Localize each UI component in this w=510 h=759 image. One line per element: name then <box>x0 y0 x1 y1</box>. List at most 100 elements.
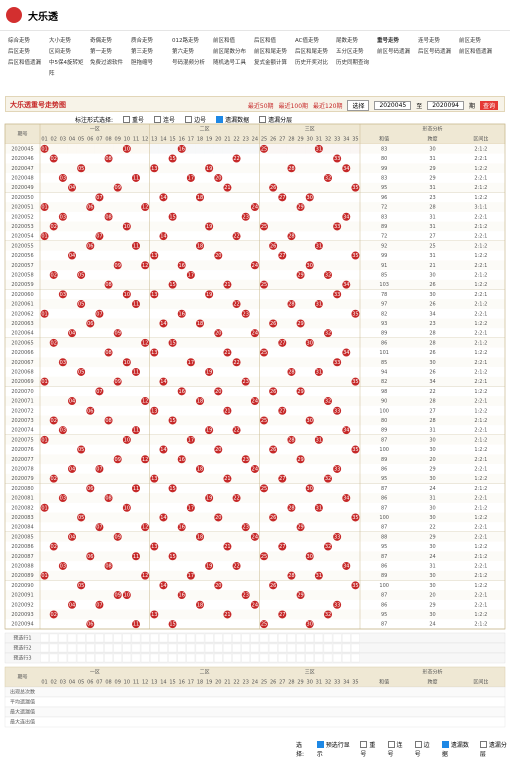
ball <box>278 251 287 260</box>
preselect-cell <box>104 653 113 663</box>
analysis-cell: 29 <box>429 466 435 472</box>
ball <box>196 241 204 250</box>
nav-link[interactable]: 历史开奖对比 <box>295 60 329 66</box>
ball-number: 33 <box>334 602 340 608</box>
option[interactable]: 遗漏分层 <box>479 740 510 758</box>
ball-number: 16 <box>179 311 185 317</box>
checkbox[interactable] <box>216 116 224 123</box>
bottom-options: 选择: 预选行显示 重号 连号 边号 遗漏数据 遗漏分层 <box>296 740 510 758</box>
analysis-cell: 87 <box>381 505 387 511</box>
option[interactable]: 重号 <box>360 740 379 758</box>
checkbox[interactable] <box>185 116 193 123</box>
analysis-cell: 1:2:2 <box>474 476 487 482</box>
option[interactable]: 预选行显示 <box>316 740 353 758</box>
range-link[interactable]: 最近50期 <box>247 103 274 110</box>
option[interactable]: 边号 <box>414 740 434 758</box>
nav-link[interactable]: 后区号码遗漏 <box>418 49 452 55</box>
option[interactable]: 遗漏数据 <box>441 740 472 758</box>
ball-number: 28 <box>288 369 294 375</box>
option[interactable]: 遗漏分层 <box>259 115 292 124</box>
row-bg <box>5 580 505 591</box>
ball-number: 06 <box>87 321 93 327</box>
checkbox[interactable] <box>360 741 368 748</box>
nav-link[interactable]: 五分区走势 <box>336 49 364 55</box>
nav-link[interactable]: 奇偶走势 <box>90 38 113 44</box>
number-header: 05 <box>78 137 84 143</box>
ball-number: 22 <box>233 428 239 434</box>
nav-link[interactable]: 后区走势 <box>8 49 31 55</box>
preselect-cell <box>131 653 141 663</box>
nav-link[interactable]: 连号走势 <box>418 38 441 44</box>
ball <box>40 435 49 444</box>
analysis-cell: 87 <box>381 622 387 628</box>
preselect-cell <box>67 633 77 643</box>
select-box[interactable]: 选择 <box>347 100 370 111</box>
option-label: 边号 <box>414 742 430 758</box>
nav-link[interactable]: 第一走势 <box>90 49 113 55</box>
preselect-cell <box>323 633 333 643</box>
nav-link[interactable]: 历史同期查询 <box>336 60 370 66</box>
nav-link[interactable]: 免费过滤软件 <box>90 60 124 66</box>
nav-link[interactable]: 前区和值 <box>213 38 236 44</box>
period: 2020091 <box>11 593 33 599</box>
nav-link[interactable]: 尾数走势 <box>336 38 359 44</box>
ball <box>214 445 223 454</box>
ball <box>113 183 122 192</box>
checkbox[interactable] <box>154 116 162 123</box>
option[interactable]: 遗漏数据 <box>216 115 249 124</box>
number-header: 01 <box>41 137 47 143</box>
to-input[interactable]: 2020094 <box>427 101 464 110</box>
nav-link[interactable]: 中5保4旋转矩阵 <box>49 60 84 77</box>
nav-link[interactable]: 复式金额计算 <box>254 60 288 66</box>
ball-number: 29 <box>297 389 303 395</box>
checkbox[interactable] <box>441 741 449 748</box>
nav-link[interactable]: 前区和值遗漏 <box>459 49 493 55</box>
checkbox[interactable] <box>387 741 395 748</box>
nav-link[interactable]: 后区和尾走势 <box>295 49 329 55</box>
ball <box>314 571 323 580</box>
nav-link[interactable]: 第三走势 <box>131 49 154 55</box>
checkbox[interactable] <box>316 741 324 748</box>
analysis-cell: 2:2:1 <box>474 263 487 269</box>
checkbox[interactable] <box>259 116 267 123</box>
nav-link[interactable]: 号码混频分析 <box>172 60 206 66</box>
from-input[interactable]: 2020045 <box>374 101 412 110</box>
period: 2020061 <box>11 302 33 308</box>
ball-number: 13 <box>151 350 157 356</box>
option[interactable]: 边号 <box>185 115 206 124</box>
nav-link[interactable]: 前区尾数分布 <box>213 49 247 55</box>
option[interactable]: 连号 <box>154 115 175 124</box>
checkbox[interactable] <box>123 116 131 123</box>
nav-link[interactable]: 大小走势 <box>49 38 72 44</box>
checkbox[interactable] <box>414 741 422 748</box>
number-footer: 25 <box>261 680 267 686</box>
nav-link[interactable]: 胆拖缩号 <box>131 60 154 66</box>
nav-link[interactable]: 前区和尾走势 <box>254 49 288 55</box>
ball <box>287 503 296 512</box>
option[interactable]: 重号 <box>123 115 144 124</box>
ball-number: 21 <box>224 282 230 288</box>
ball-number: 29 <box>297 321 303 327</box>
range-link[interactable]: 最近100期 <box>278 103 309 110</box>
period: 2020077 <box>11 457 33 463</box>
checkbox[interactable] <box>479 741 487 748</box>
range-link[interactable]: 最近120期 <box>313 103 343 110</box>
nav-link[interactable]: 前区走势 <box>459 38 482 44</box>
nav-link[interactable]: 012路走势 <box>172 38 199 44</box>
nav-link[interactable]: 区间走势 <box>49 49 72 55</box>
nav-link[interactable]: 后区和值遗漏 <box>8 60 42 66</box>
option-label: 重号 <box>132 117 145 124</box>
nav-link[interactable]: 第六走势 <box>172 49 195 55</box>
nav-link[interactable]: 随机选号工具 <box>213 60 247 66</box>
nav-link[interactable]: 前区号码遗漏 <box>377 49 411 55</box>
query-button[interactable]: 查询 <box>479 101 498 110</box>
option[interactable]: 连号 <box>387 740 407 758</box>
nav-link[interactable]: 质合走势 <box>131 38 154 44</box>
nav-link[interactable]: 综合走势 <box>8 38 31 44</box>
nav-link[interactable]: AC值走势 <box>295 38 320 44</box>
ball-number: 13 <box>151 253 157 259</box>
ball <box>113 455 122 464</box>
analysis-cell: 29 <box>429 175 435 181</box>
nav-link[interactable]: 重号走势 <box>377 38 400 44</box>
nav-link[interactable]: 后区和值 <box>254 38 277 44</box>
